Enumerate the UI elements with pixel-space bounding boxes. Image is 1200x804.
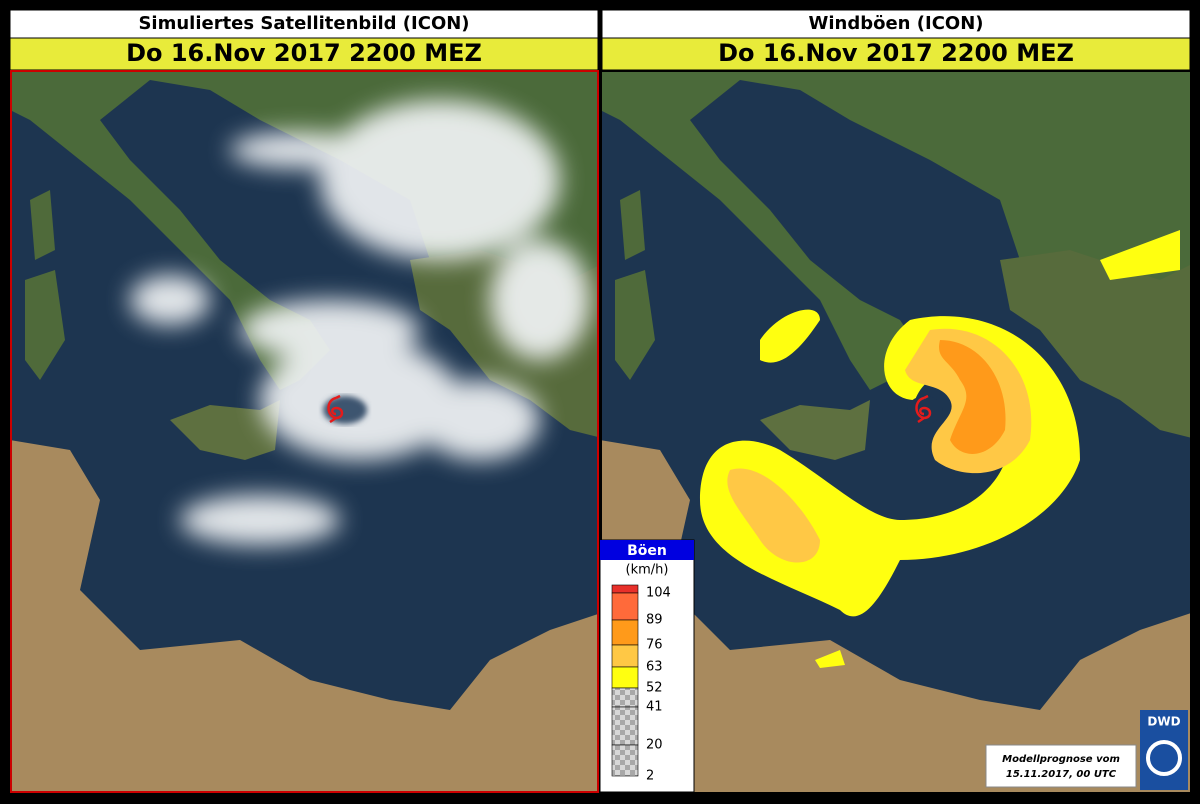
legend-title: Böen: [627, 543, 667, 559]
footnote-line: Modellprognose vom: [1002, 754, 1120, 765]
right-date: Do 16.Nov 2017 2200 MEZ: [718, 39, 1074, 67]
left-date: Do 16.Nov 2017 2200 MEZ: [126, 39, 482, 67]
satellite-map: [12, 72, 598, 792]
legend-swatch: [611, 687, 639, 708]
legend-tick-label: 2: [646, 769, 654, 784]
legend-tick-label: 52: [646, 681, 663, 696]
legend-swatch: [611, 592, 639, 621]
legend-swatch: [611, 744, 639, 777]
left-title-bar: [9, 9, 599, 39]
legend-swatch: [611, 706, 639, 746]
legend-swatch: [611, 619, 639, 646]
legend-tick-label: 20: [646, 738, 663, 753]
right-title: Windböen (ICON): [809, 13, 984, 34]
footnote-line: 15.11.2017, 00 UTC: [1006, 769, 1117, 780]
legend-tick-label: 63: [646, 660, 663, 675]
legend-swatch: [611, 666, 639, 689]
wind-gust-map: Modellprognose vom 15.11.2017, 00 UTC DW…: [602, 72, 1190, 792]
legend-unit: (km/h): [626, 563, 669, 578]
legend-tick-label: 104: [646, 586, 671, 601]
footnote-box: [985, 744, 1137, 788]
legend: Böen (km/h) 104 89 76 63 52 41 20 2: [599, 539, 695, 793]
right-date-bar: [601, 37, 1191, 71]
legend-swatch: [611, 584, 639, 594]
legend-tick-label: 76: [646, 638, 663, 653]
dwd-logo-text: DWD: [1147, 715, 1180, 729]
left-title: Simuliertes Satellitenbild (ICON): [138, 13, 469, 34]
legend-tick-label: 41: [646, 700, 663, 715]
left-date-bar: [9, 37, 599, 71]
legend-tick-label: 89: [646, 613, 663, 628]
legend-swatch: [611, 644, 639, 668]
